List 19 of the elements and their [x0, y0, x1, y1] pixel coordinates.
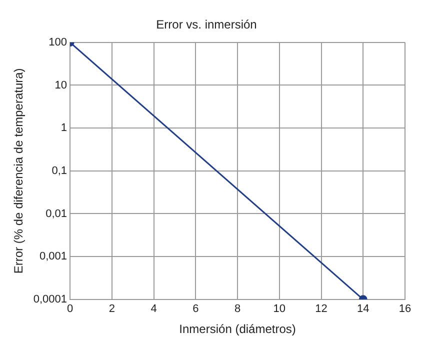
y-tick-label: 0,1 — [52, 164, 68, 177]
y-tick-label: 0,01 — [46, 208, 68, 220]
x-tick-label: 8 — [234, 303, 241, 316]
x-tick-label: 14 — [357, 303, 370, 316]
y-tick-label: 100 — [48, 36, 68, 48]
y-tick-label: 0,001 — [40, 250, 68, 263]
x-tick-label: 16 — [398, 303, 412, 316]
chart-title: Error vs. inmersión — [156, 18, 257, 32]
y-axis-title: Error (% de diferencia de temperatura) — [12, 68, 26, 274]
x-tick-label: 0 — [66, 303, 74, 316]
x-tick-label: 2 — [108, 303, 115, 316]
x-axis-title: Inmersión (diámetros) — [179, 322, 296, 336]
x-tick-label: 12 — [315, 303, 328, 316]
x-tick-label: 4 — [150, 303, 157, 316]
y-tick-label: 10 — [54, 79, 68, 92]
x-tick-label: 10 — [273, 303, 286, 316]
y-tick-label: 1 — [60, 122, 68, 134]
y-tick-label: 0,0001 — [33, 293, 68, 306]
x-tick-label: 6 — [192, 303, 199, 316]
